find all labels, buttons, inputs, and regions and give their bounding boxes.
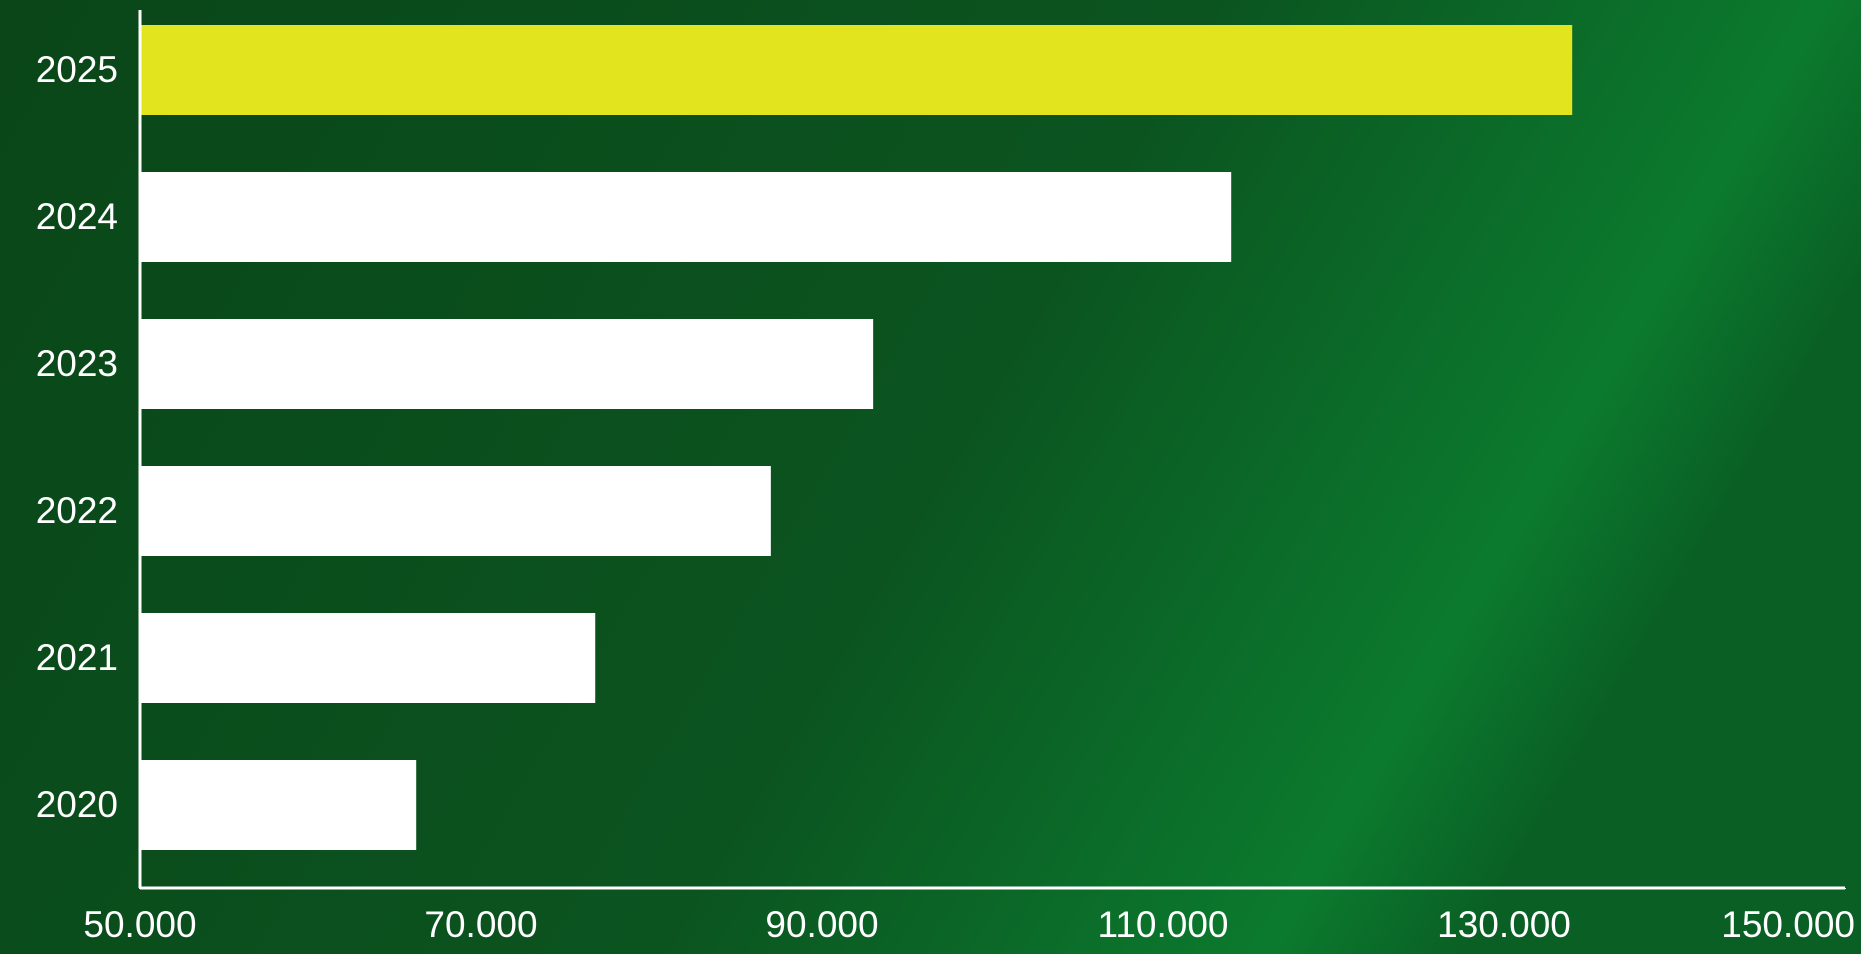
y-tick-label: 2022 xyxy=(36,490,118,531)
bar xyxy=(140,466,771,556)
bar xyxy=(140,319,874,409)
x-tick-label: 110.000 xyxy=(1098,904,1229,945)
x-tick-label: 70.000 xyxy=(424,904,537,945)
bar xyxy=(140,25,1573,115)
bar xyxy=(140,613,596,703)
bar xyxy=(140,760,417,850)
y-tick-label: 2020 xyxy=(36,784,118,825)
y-tick-label: 2021 xyxy=(36,637,118,678)
x-tick-label: 150.000 xyxy=(1721,904,1855,945)
y-tick-label: 2025 xyxy=(36,49,118,90)
bar xyxy=(140,172,1232,262)
y-tick-label: 2023 xyxy=(36,343,118,384)
x-tick-label: 90.000 xyxy=(765,904,878,945)
y-tick-label: 2024 xyxy=(36,196,118,237)
x-tick-label: 130.000 xyxy=(1437,904,1571,945)
x-tick-label: 50.000 xyxy=(83,904,196,945)
